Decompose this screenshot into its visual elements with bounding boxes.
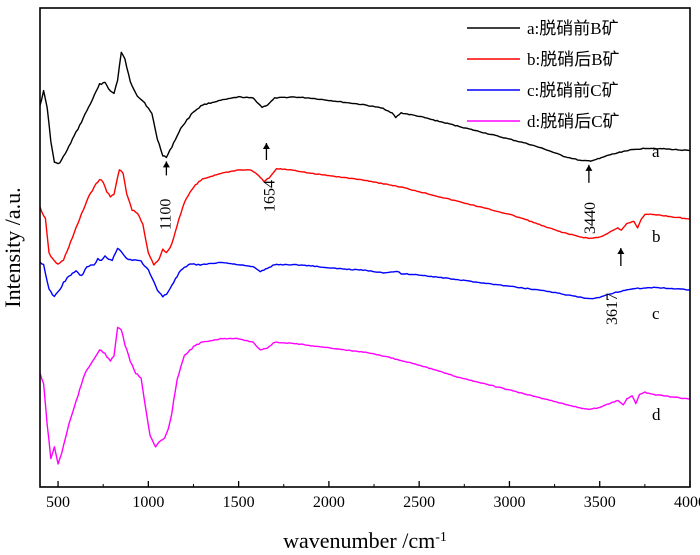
annotation-label-3440: 3440	[582, 202, 599, 234]
x-tick-label: 4000	[674, 494, 700, 511]
annotation-label-1100: 1100	[157, 199, 174, 230]
annotation-group: 1100 1654 3440 3617	[157, 143, 625, 325]
x-axis-title-main: wavenumber /cm	[283, 528, 435, 553]
y-axis-title: Intensity /a.u.	[0, 187, 25, 307]
legend: a:脱硝前B矿 b:脱硝后B矿 c:脱硝前C矿 d:脱硝后C矿	[467, 19, 620, 131]
annotation-arrowhead	[162, 161, 170, 168]
x-tick-label: 3000	[493, 494, 525, 511]
x-tick-label: 2000	[313, 494, 345, 511]
annotation-arrowhead	[585, 164, 593, 171]
annotation-arrowhead	[262, 143, 270, 149]
annotation-label-3617: 3617	[604, 293, 621, 325]
series-group	[39, 51, 691, 465]
series-line-d	[39, 326, 691, 465]
x-tick-label: 500	[46, 494, 70, 511]
series-line-c	[39, 247, 691, 300]
legend-label-c: c:脱硝前C矿	[527, 81, 619, 100]
series-line-a	[39, 51, 691, 165]
series-label-c: c	[652, 304, 660, 323]
plot-frame	[39, 7, 691, 488]
annotation-arrowhead	[617, 248, 625, 254]
x-axis: 500 1000 1500 2000 2500 3000 3500 4000	[46, 481, 700, 511]
x-axis-title: wavenumber /cm-1	[283, 528, 447, 553]
x-tick-label: 1500	[223, 494, 255, 511]
annotation-label-1654: 1654	[261, 180, 278, 212]
legend-label-b: b:脱硝后B矿	[527, 50, 620, 69]
series-end-labels: a b c d	[652, 142, 661, 424]
series-label-a: a	[652, 142, 660, 161]
x-tick-label: 2500	[403, 494, 435, 511]
x-axis-title-sup: -1	[435, 530, 447, 545]
series-label-d: d	[652, 405, 661, 424]
x-tick-label: 1000	[132, 494, 164, 511]
legend-label-d: d:脱硝后C矿	[527, 112, 620, 131]
series-label-b: b	[652, 227, 661, 246]
series-line-b	[39, 168, 691, 266]
x-tick-label: 3500	[584, 494, 616, 511]
legend-label-a: a:脱硝前B矿	[527, 19, 619, 38]
